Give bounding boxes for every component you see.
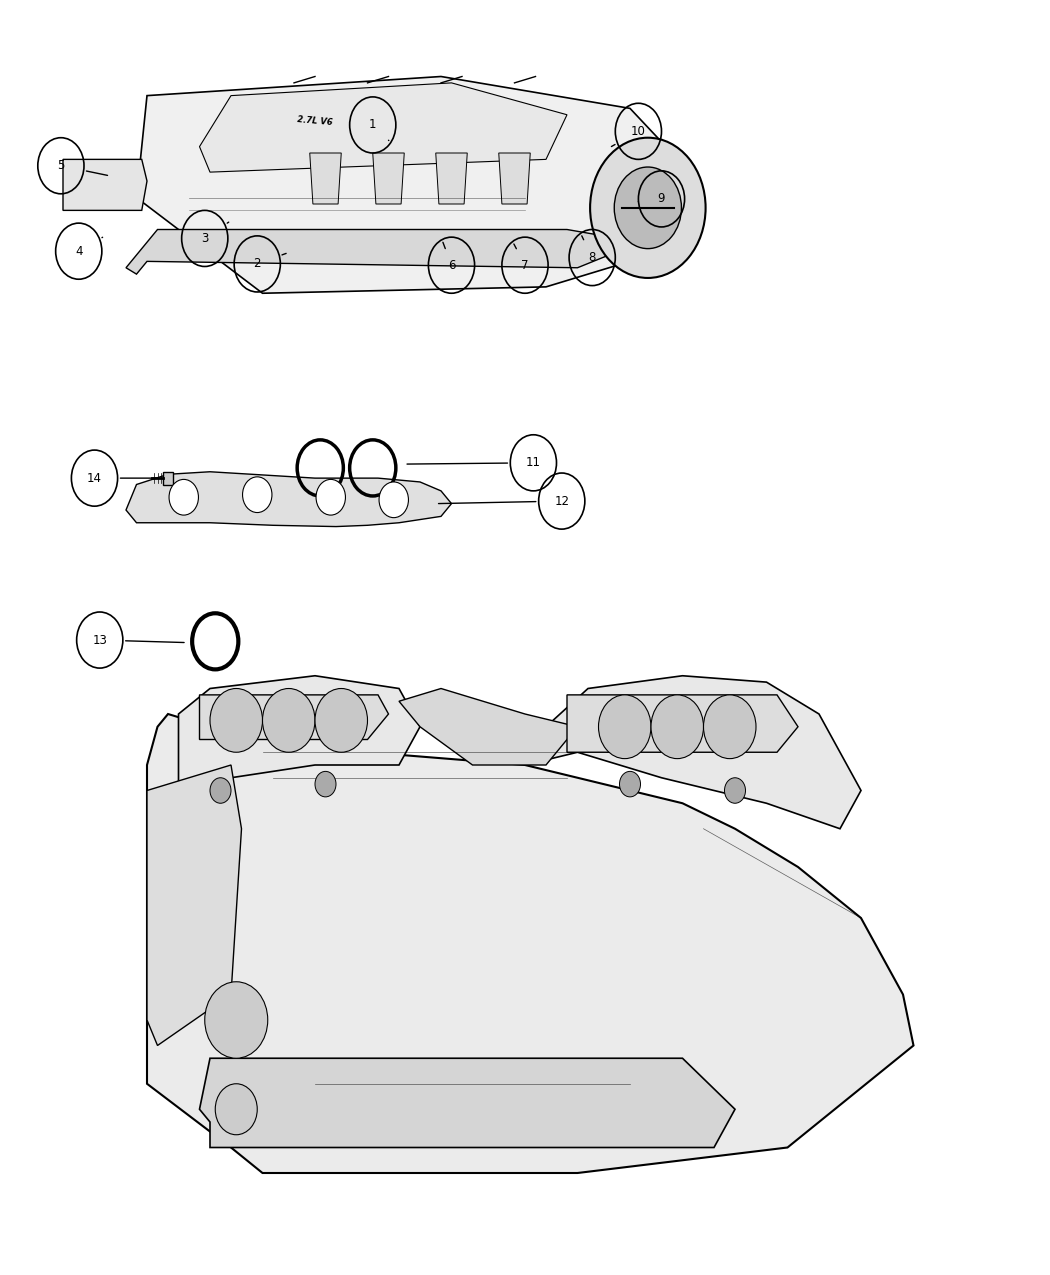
Circle shape (590, 138, 706, 278)
Polygon shape (126, 472, 452, 527)
Text: 12: 12 (554, 495, 569, 507)
Circle shape (315, 688, 368, 752)
Polygon shape (136, 76, 672, 293)
Circle shape (215, 1084, 257, 1135)
Polygon shape (373, 153, 404, 204)
Polygon shape (525, 676, 861, 829)
Circle shape (210, 688, 262, 752)
Circle shape (614, 167, 681, 249)
Polygon shape (200, 1058, 735, 1148)
Text: 9: 9 (657, 193, 666, 205)
Circle shape (724, 778, 746, 803)
Polygon shape (147, 765, 242, 1046)
Polygon shape (163, 472, 173, 484)
Text: 6: 6 (447, 259, 456, 272)
Text: 4: 4 (75, 245, 83, 258)
Circle shape (651, 695, 704, 759)
Text: 3: 3 (201, 232, 209, 245)
Text: 14: 14 (87, 472, 102, 484)
Text: 2: 2 (253, 258, 261, 270)
Text: 11: 11 (526, 456, 541, 469)
Circle shape (316, 479, 345, 515)
Text: 13: 13 (92, 634, 107, 646)
Circle shape (169, 479, 198, 515)
Circle shape (704, 695, 756, 759)
Text: 5: 5 (57, 159, 65, 172)
Polygon shape (126, 230, 609, 274)
Polygon shape (436, 153, 467, 204)
Polygon shape (567, 695, 798, 752)
Polygon shape (178, 676, 420, 842)
Circle shape (315, 771, 336, 797)
Circle shape (205, 982, 268, 1058)
Circle shape (210, 778, 231, 803)
Text: 2.7L V6: 2.7L V6 (297, 115, 333, 128)
Text: 1: 1 (369, 119, 377, 131)
Polygon shape (499, 153, 530, 204)
Polygon shape (399, 688, 578, 765)
Circle shape (262, 688, 315, 752)
Polygon shape (200, 695, 388, 739)
Polygon shape (310, 153, 341, 204)
Circle shape (379, 482, 408, 518)
Text: 7: 7 (521, 259, 529, 272)
Text: 10: 10 (631, 125, 646, 138)
Polygon shape (147, 714, 914, 1173)
Circle shape (598, 695, 651, 759)
Text: 8: 8 (588, 251, 596, 264)
Polygon shape (63, 159, 147, 210)
Circle shape (620, 771, 640, 797)
Circle shape (243, 477, 272, 513)
Polygon shape (200, 83, 567, 172)
